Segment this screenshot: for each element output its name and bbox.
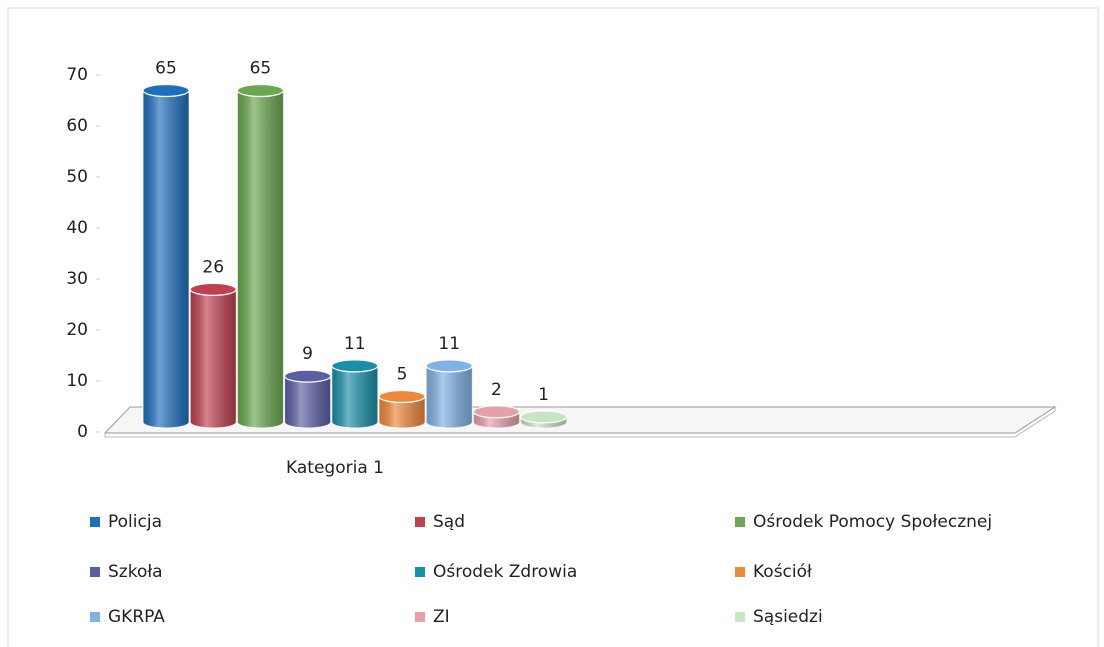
value-label: 2 xyxy=(491,380,502,400)
value-label: 9 xyxy=(302,344,313,364)
legend-swatch xyxy=(735,612,745,622)
value-label: 11 xyxy=(344,334,366,354)
bar-top xyxy=(284,369,332,383)
y-tick-label: 60 xyxy=(66,116,88,136)
legend-swatch xyxy=(90,517,100,527)
chart-frame xyxy=(7,7,1099,647)
bar-top xyxy=(378,389,426,404)
legend-label: Policja xyxy=(108,512,162,532)
floor-edge xyxy=(104,407,1056,438)
bar-top xyxy=(236,83,284,98)
legend-label: Szkoła xyxy=(108,562,163,582)
y-tick-label: 0 xyxy=(77,422,88,442)
bar-shine xyxy=(143,90,189,428)
value-label: 65 xyxy=(155,59,177,79)
y-tick-label: 50 xyxy=(66,167,88,187)
bar-shine xyxy=(284,376,331,428)
legend-label: Sąd xyxy=(433,512,465,532)
legend-label: Sąsiedzi xyxy=(753,607,823,627)
legend-swatch xyxy=(735,517,745,527)
bar-top xyxy=(425,359,473,373)
value-label: 11 xyxy=(438,334,460,354)
value-label: 65 xyxy=(250,59,272,79)
bar-top xyxy=(472,405,520,419)
y-tick-label: 20 xyxy=(66,320,88,340)
legend-swatch xyxy=(415,517,425,527)
value-label: 5 xyxy=(397,365,408,385)
legend-swatch xyxy=(415,567,425,577)
bar-shine xyxy=(190,289,237,428)
y-tick-label: 10 xyxy=(66,371,88,391)
legend-label: ZI xyxy=(433,607,450,627)
legend-swatch xyxy=(90,567,100,577)
legend-label: Ośrodek Zdrowia xyxy=(433,562,577,582)
bar-top xyxy=(189,282,237,296)
y-tick-label: 40 xyxy=(66,218,88,238)
legend-label: Kościół xyxy=(753,562,812,582)
bar-shine xyxy=(379,396,425,428)
value-label: 26 xyxy=(202,257,224,277)
bar-top xyxy=(142,83,190,98)
y-tick-label: 30 xyxy=(66,269,88,289)
bar-top xyxy=(331,359,379,373)
legend-label: Ośrodek Pomocy Społecznej xyxy=(753,512,992,532)
x-tick-label: Kategoria 1 xyxy=(286,458,384,478)
y-tick-label: 70 xyxy=(66,65,88,85)
legend-swatch xyxy=(735,567,745,577)
bar-shine xyxy=(426,365,473,428)
bar-top xyxy=(519,410,568,424)
value-label: 1 xyxy=(538,385,549,405)
bar-shine xyxy=(331,365,378,428)
bar-shine xyxy=(237,90,284,428)
legend-swatch xyxy=(415,612,425,622)
legend-swatch xyxy=(90,612,100,622)
legend-label: GKRPA xyxy=(108,607,165,627)
